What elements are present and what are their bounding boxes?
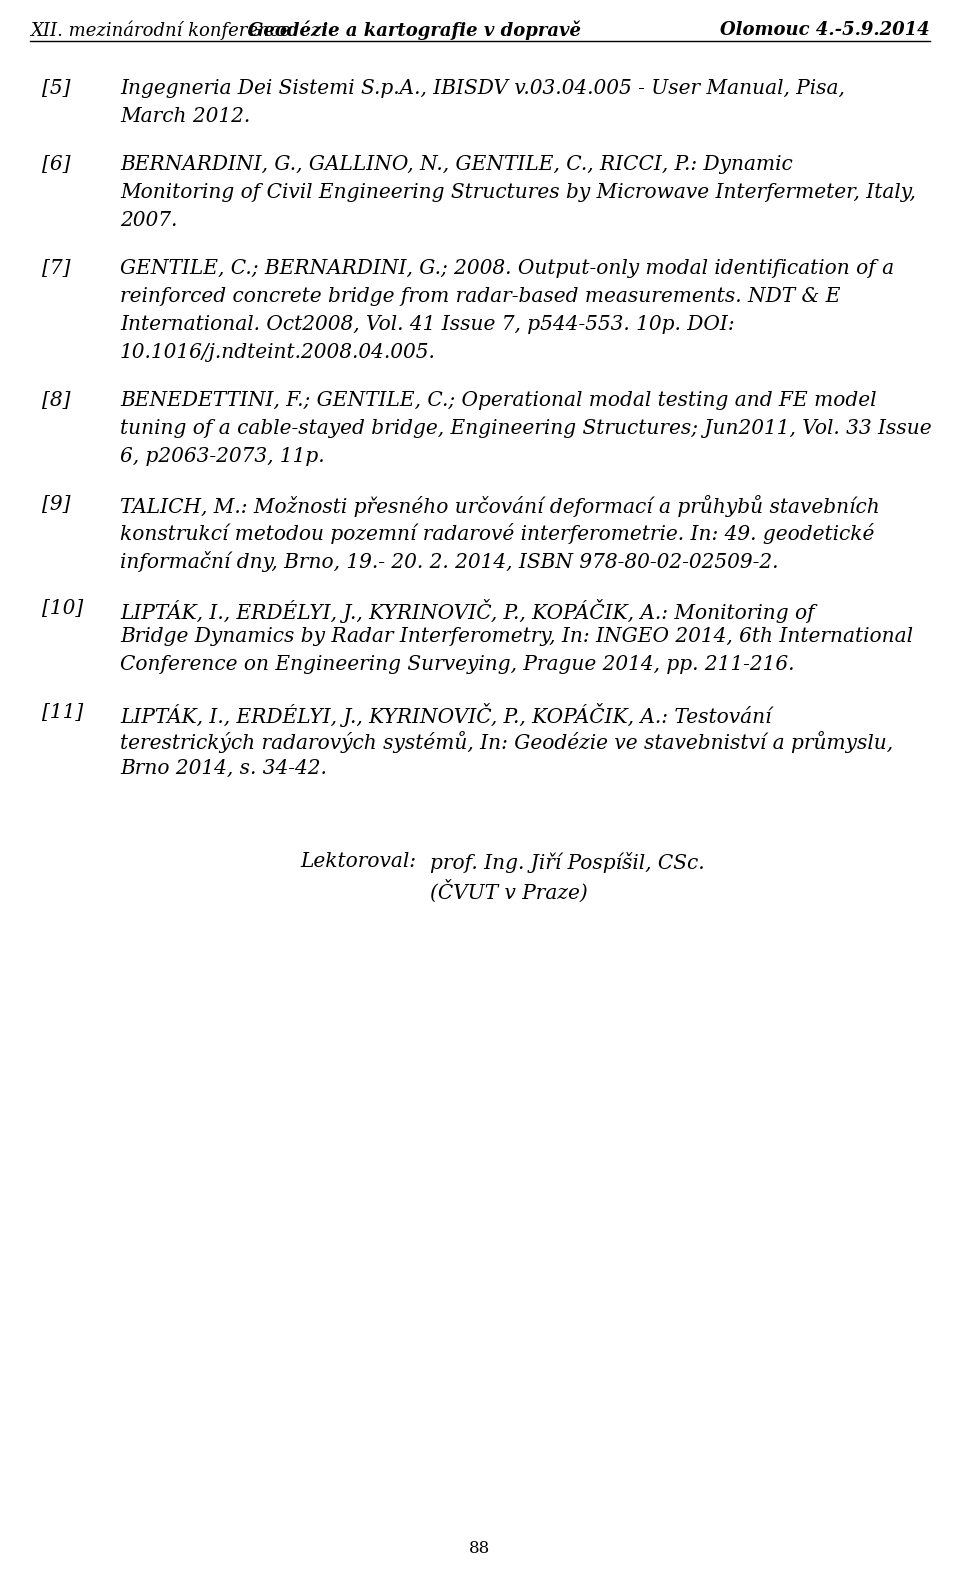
Text: konstrukcí metodou pozemní radarové interferometrie. In: 49. geodetické: konstrukcí metodou pozemní radarové inte… xyxy=(120,523,875,543)
Text: GENTILE, C.; BERNARDINI, G.; 2008. Output-only modal identification of a: GENTILE, C.; BERNARDINI, G.; 2008. Outpu… xyxy=(120,259,894,278)
Text: Geodézie a kartografie v dopravě: Geodézie a kartografie v dopravě xyxy=(248,21,581,40)
Text: [11]: [11] xyxy=(42,702,84,721)
Text: [10]: [10] xyxy=(42,599,84,618)
Text: BENEDETTINI, F.; GENTILE, C.; Operational modal testing and FE model: BENEDETTINI, F.; GENTILE, C.; Operationa… xyxy=(120,391,876,410)
Text: terestrických radarových systémů, In: Geodézie ve stavebniství a průmyslu,: terestrických radarových systémů, In: Ge… xyxy=(120,731,893,753)
Text: tuning of a cable-stayed bridge, Engineering Structures; Jun2011, Vol. 33 Issue: tuning of a cable-stayed bridge, Enginee… xyxy=(120,419,931,439)
Text: Olomouc 4.-5.9.2014: Olomouc 4.-5.9.2014 xyxy=(720,21,930,40)
Text: Lektoroval:: Lektoroval: xyxy=(300,852,416,871)
Text: (ČVUT v Praze): (ČVUT v Praze) xyxy=(430,880,588,903)
Text: [8]: [8] xyxy=(42,391,70,410)
Text: 6, p2063-2073, 11p.: 6, p2063-2073, 11p. xyxy=(120,447,324,466)
Text: March 2012.: March 2012. xyxy=(120,106,251,126)
Text: LIPTÁK, I., ERDÉLYI, J., KYRINOVIČ, P., KOPÁČIK, A.: Monitoring of: LIPTÁK, I., ERDÉLYI, J., KYRINOVIČ, P., … xyxy=(120,599,815,623)
Text: 2007.: 2007. xyxy=(120,211,178,230)
Text: TALICH, M.: Možnosti přesného určování deformací a průhybů stavebních: TALICH, M.: Možnosti přesného určování d… xyxy=(120,496,879,516)
Text: [9]: [9] xyxy=(42,496,70,513)
Text: Conference on Engineering Surveying, Prague 2014, pp. 211-216.: Conference on Engineering Surveying, Pra… xyxy=(120,655,795,674)
Text: 88: 88 xyxy=(469,1540,491,1557)
Text: 10.1016/j.ndteint.2008.04.005.: 10.1016/j.ndteint.2008.04.005. xyxy=(120,343,436,362)
Text: reinforced concrete bridge from radar-based measurements. NDT & E: reinforced concrete bridge from radar-ba… xyxy=(120,288,841,307)
Text: LIPTÁK, I., ERDÉLYI, J., KYRINOVIČ, P., KOPÁČIK, A.: Testování: LIPTÁK, I., ERDÉLYI, J., KYRINOVIČ, P., … xyxy=(120,702,772,728)
Text: Bridge Dynamics by Radar Interferometry, In: INGEO 2014, 6th International: Bridge Dynamics by Radar Interferometry,… xyxy=(120,628,913,647)
Text: Ingegneria Dei Sistemi S.p.A., IBISDV v.03.04.005 - User Manual, Pisa,: Ingegneria Dei Sistemi S.p.A., IBISDV v.… xyxy=(120,79,845,99)
Text: XII. mezinárodní konference: XII. mezinárodní konference xyxy=(30,21,296,40)
Text: International. Oct2008, Vol. 41 Issue 7, p544-553. 10p. DOI:: International. Oct2008, Vol. 41 Issue 7,… xyxy=(120,315,734,334)
Text: [6]: [6] xyxy=(42,156,70,175)
Text: informační dny, Brno, 19.- 20. 2. 2014, ISBN 978-80-02-02509-2.: informační dny, Brno, 19.- 20. 2. 2014, … xyxy=(120,551,779,572)
Text: Monitoring of Civil Engineering Structures by Microwave Interfermeter, Italy,: Monitoring of Civil Engineering Structur… xyxy=(120,183,916,202)
Text: [7]: [7] xyxy=(42,259,70,278)
Text: [5]: [5] xyxy=(42,79,70,99)
Text: Brno 2014, s. 34-42.: Brno 2014, s. 34-42. xyxy=(120,760,326,779)
Text: BERNARDINI, G., GALLINO, N., GENTILE, C., RICCI, P.: Dynamic: BERNARDINI, G., GALLINO, N., GENTILE, C.… xyxy=(120,156,793,175)
Text: prof. Ing. Jiří Pospíšil, CSc.: prof. Ing. Jiří Pospíšil, CSc. xyxy=(430,852,705,872)
